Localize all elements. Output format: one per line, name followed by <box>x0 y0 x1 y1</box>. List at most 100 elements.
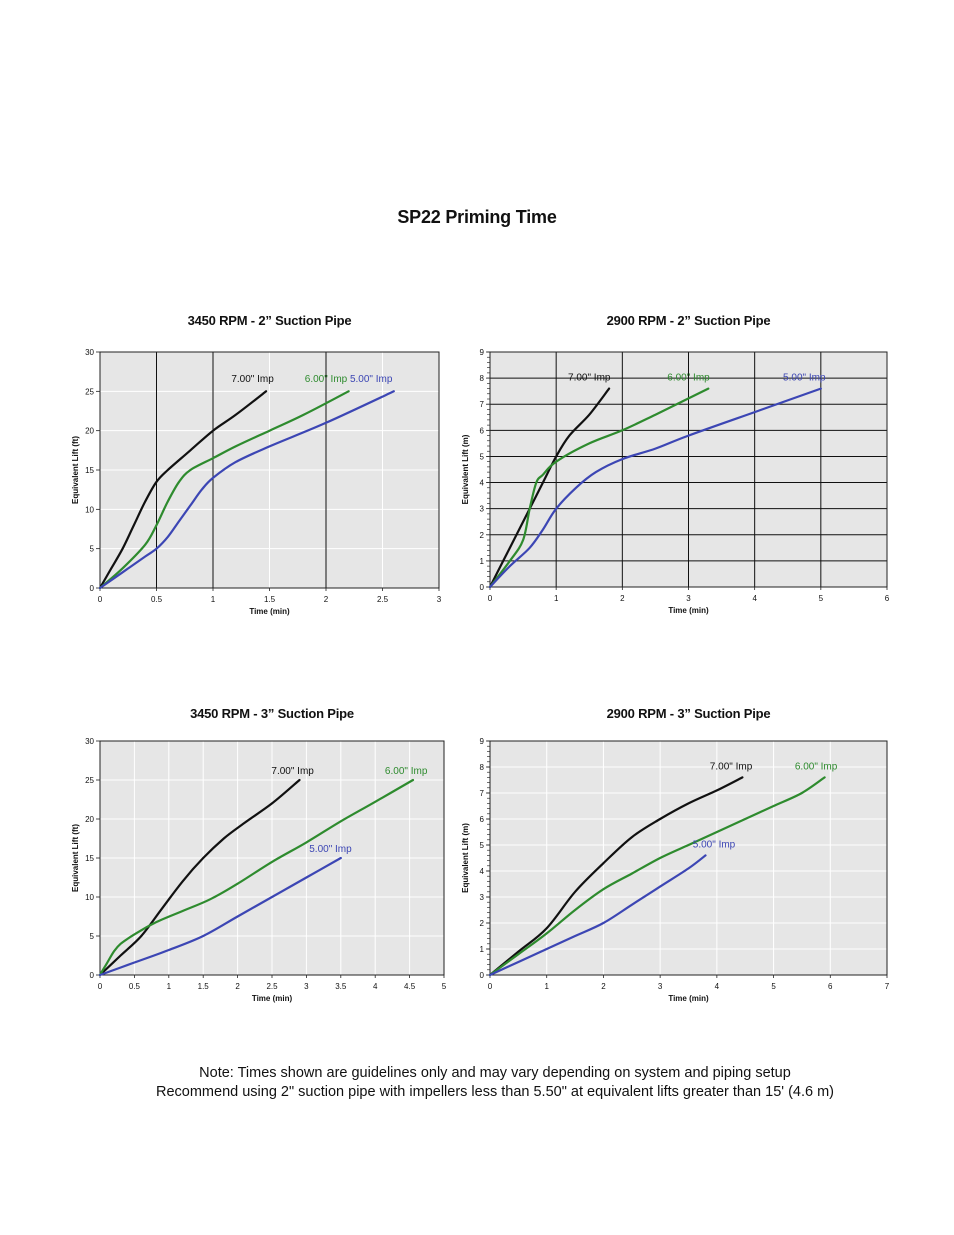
y-tick-label: 7 <box>480 789 485 798</box>
y-tick-label: 10 <box>85 505 94 514</box>
series-label-blue: 5.00" Imp <box>309 844 352 855</box>
series-line-green <box>488 776 826 977</box>
plot-area <box>100 741 444 975</box>
y-tick-label: 7 <box>480 400 485 409</box>
y-tick-label: 20 <box>85 815 94 824</box>
series-label-green: 6.00" Imp <box>795 762 838 773</box>
plot-frame <box>99 351 440 589</box>
x-axis-label: Time (min) <box>668 994 709 1003</box>
x-tick-label: 3 <box>437 595 442 604</box>
x-tick-label: 1 <box>211 595 216 604</box>
y-tick-label: 0 <box>90 584 95 593</box>
y-tick-label: 30 <box>85 737 94 746</box>
y-tick-label: 8 <box>480 374 485 383</box>
x-tick-label: 2 <box>601 982 606 991</box>
series-line-black <box>98 390 268 590</box>
x-axis-label: Time (min) <box>249 607 290 616</box>
x-tick-label: 0 <box>98 595 103 604</box>
series-label-black: 7.00" Imp <box>231 374 274 385</box>
x-tick-label: 4.5 <box>404 982 416 991</box>
y-axis-label: Equivalent Lift (ft) <box>71 436 80 504</box>
y-tick-label: 9 <box>480 348 485 357</box>
x-tick-label: 4 <box>373 982 378 991</box>
x-tick-label: 2 <box>620 594 625 603</box>
series-label-blue: 5.00" Imp <box>693 840 736 851</box>
page-title: SP22 Priming Time <box>397 207 557 227</box>
y-tick-label: 3 <box>480 505 485 514</box>
x-tick-label: 2.5 <box>377 595 389 604</box>
plot-frame <box>489 351 888 588</box>
x-tick-label: 3 <box>304 982 309 991</box>
series-label-green: 6.00" Imp <box>385 766 428 777</box>
y-tick-label: 4 <box>480 479 485 488</box>
y-axis-label: Equivalent Lift (m) <box>461 823 470 893</box>
y-tick-label: 2 <box>480 531 485 540</box>
y-tick-label: 25 <box>85 387 94 396</box>
x-tick-label: 0.5 <box>151 595 163 604</box>
series-line-blue <box>488 854 707 977</box>
chart-title-4: 2900 RPM - 3” Suction Pipe <box>606 706 771 721</box>
series-line-blue <box>98 856 342 977</box>
plot-area <box>100 352 439 588</box>
y-axis-label: Equivalent Lift (m) <box>461 434 470 504</box>
x-tick-label: 1 <box>167 982 172 991</box>
x-axis-label: Time (min) <box>252 994 293 1003</box>
series-line-green <box>98 778 415 977</box>
x-tick-label: 1.5 <box>264 595 276 604</box>
chart-title-1: 3450 RPM - 2” Suction Pipe <box>187 313 352 328</box>
x-tick-label: 0 <box>488 982 493 991</box>
y-tick-label: 8 <box>480 763 485 772</box>
x-tick-label: 2 <box>324 595 329 604</box>
series-label-black: 7.00" Imp <box>271 766 314 777</box>
y-tick-label: 1 <box>480 945 485 954</box>
y-tick-label: 0 <box>90 971 95 980</box>
chart-title-2: 2900 RPM - 2” Suction Pipe <box>606 313 771 328</box>
series-line-black <box>488 387 611 589</box>
x-tick-label: 3 <box>686 594 691 603</box>
x-tick-label: 0 <box>488 594 493 603</box>
note-line-2: Recommend using 2" suction pipe with imp… <box>156 1084 834 1100</box>
x-tick-label: 0.5 <box>129 982 141 991</box>
plot-frame <box>99 740 445 976</box>
series-label-blue: 5.00" Imp <box>350 374 393 385</box>
plot-area <box>490 741 887 975</box>
note-line-1: Note: Times shown are guidelines only an… <box>199 1065 791 1081</box>
y-tick-label: 4 <box>480 867 485 876</box>
y-tick-label: 5 <box>480 841 485 850</box>
y-tick-label: 10 <box>85 893 94 902</box>
x-tick-label: 2 <box>235 982 240 991</box>
y-tick-label: 6 <box>480 815 485 824</box>
x-tick-label: 4 <box>752 594 757 603</box>
x-tick-label: 6 <box>828 982 833 991</box>
y-tick-label: 15 <box>85 854 94 863</box>
series-line-blue <box>488 387 822 589</box>
series-label-black: 7.00" Imp <box>710 762 753 773</box>
y-tick-label: 6 <box>480 426 485 435</box>
series-line-green <box>98 390 350 590</box>
plot-frame <box>489 740 888 976</box>
series-label-green: 6.00" Imp <box>667 373 710 384</box>
y-tick-label: 20 <box>85 427 94 436</box>
series-label-blue: 5.00" Imp <box>783 373 826 384</box>
y-tick-label: 5 <box>90 545 95 554</box>
series-label-black: 7.00" Imp <box>568 373 611 384</box>
y-tick-label: 5 <box>90 932 95 941</box>
y-tick-label: 2 <box>480 919 485 928</box>
chart-title-3: 3450 RPM - 3” Suction Pipe <box>190 706 354 721</box>
y-tick-label: 0 <box>480 971 485 980</box>
x-tick-label: 7 <box>885 982 890 991</box>
x-tick-label: 6 <box>885 594 890 603</box>
y-tick-label: 3 <box>480 893 485 902</box>
y-tick-label: 25 <box>85 776 94 785</box>
x-tick-label: 5 <box>819 594 824 603</box>
x-tick-label: 1 <box>544 982 549 991</box>
y-tick-label: 30 <box>85 348 94 357</box>
x-axis-label: Time (min) <box>668 606 709 615</box>
x-tick-label: 0 <box>98 982 103 991</box>
series-line-black <box>488 776 744 977</box>
y-tick-label: 5 <box>480 452 485 461</box>
y-tick-label: 1 <box>480 557 485 566</box>
x-tick-label: 5 <box>442 982 447 991</box>
